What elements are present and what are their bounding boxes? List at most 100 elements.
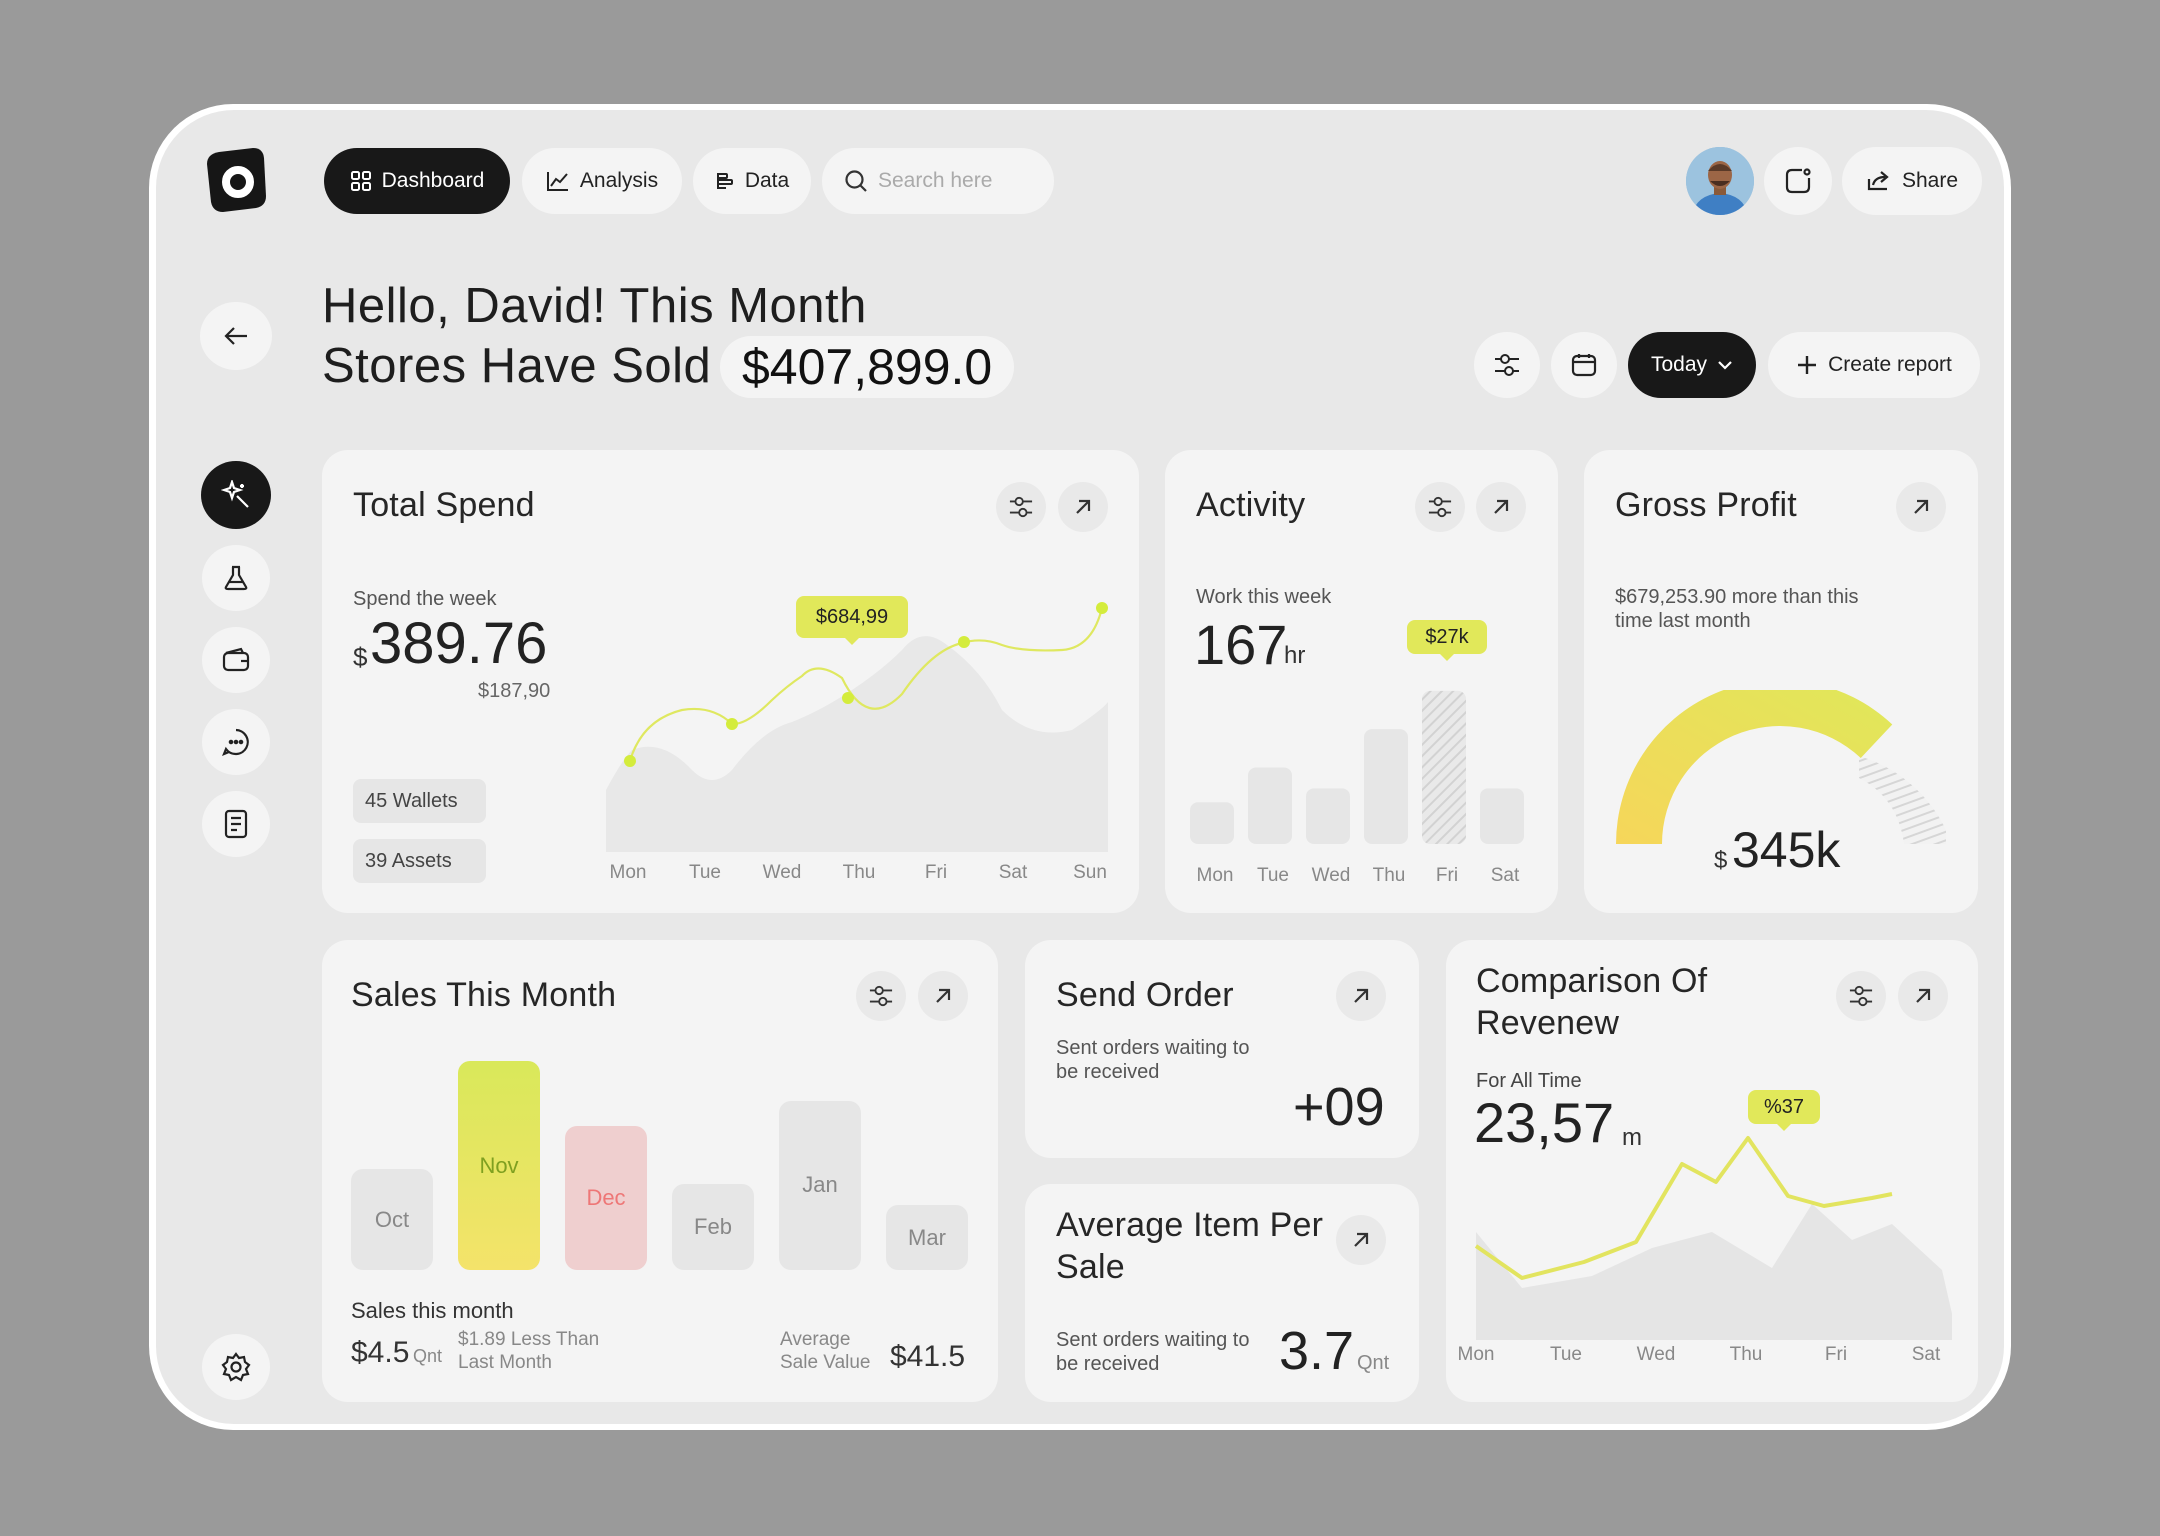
sidebar-item-magic[interactable] xyxy=(201,461,271,529)
arrow-left-icon xyxy=(224,327,247,345)
sales-month-subtitle: Sales this month xyxy=(351,1298,514,1323)
gross-profit-gauge xyxy=(1616,690,1946,844)
greeting-line-2: Stores Have Sold xyxy=(322,339,712,393)
search-icon xyxy=(844,169,868,193)
logo-icon[interactable] xyxy=(205,146,267,214)
comparison-tick-label: Mon xyxy=(1457,1344,1495,1365)
activity-tick-label: Mon xyxy=(1196,865,1234,886)
comparison-title: Comparison Of Revenew xyxy=(1476,962,1708,1042)
send-order-title: Send Order xyxy=(1056,976,1234,1014)
filter-button[interactable] xyxy=(1474,332,1540,398)
activity-subtitle: Work this week xyxy=(1196,586,1332,608)
activity-tick-label: Fri xyxy=(1435,865,1459,886)
gross-profit-expand-button[interactable] xyxy=(1896,482,1946,532)
total-spend-amount: 389.76 xyxy=(370,611,548,676)
avatar[interactable] xyxy=(1686,147,1754,215)
activity-value: 167 xyxy=(1194,613,1288,676)
activity-tick-label: Wed xyxy=(1311,865,1351,886)
sidebar-item-wallet[interactable] xyxy=(202,627,270,693)
activity-card: Activity Work this week 167 hr $27k Mon T… xyxy=(1165,450,1558,913)
total-spend-subtitle: Spend the week xyxy=(353,588,497,610)
sales-bar-label: Feb xyxy=(694,1213,732,1239)
note-icon xyxy=(1785,168,1811,194)
total-spend-tick-label: Tue xyxy=(688,862,722,883)
comparison-subtitle: For All Time xyxy=(1476,1070,1582,1092)
date-range-select[interactable]: Today xyxy=(1628,332,1756,398)
activity-tick-label: Sat xyxy=(1490,865,1520,886)
activity-bar xyxy=(1248,767,1292,844)
sales-month-amount-unit: Qnt xyxy=(413,1346,443,1366)
nav-dashboard-label: Dashboard xyxy=(381,169,485,192)
total-spend-point xyxy=(624,755,636,767)
calendar-button[interactable] xyxy=(1551,332,1617,398)
wallets-badge: 45 Wallets xyxy=(353,779,486,823)
comparison-area xyxy=(1476,1204,1952,1340)
sidebar-item-document[interactable] xyxy=(202,791,270,857)
activity-tick-label: Tue xyxy=(1256,865,1290,886)
notes-button[interactable] xyxy=(1764,147,1832,215)
activity-unit: hr xyxy=(1284,642,1306,669)
total-spend-tick-label: Mon xyxy=(609,862,647,883)
activity-bar xyxy=(1364,729,1408,844)
sliders-icon xyxy=(869,985,893,1007)
nav-data[interactable]: Data xyxy=(693,148,811,214)
sales-month-expand-button[interactable] xyxy=(918,971,968,1021)
total-spend-tick-label: Fri xyxy=(924,862,948,883)
comparison-filter-button[interactable] xyxy=(1836,971,1886,1021)
sales-month-avg-value: $41.5 xyxy=(890,1340,966,1373)
sales-month-avg-label: Average Sale Value xyxy=(780,1329,871,1373)
greeting-line-1: Hello, David! This Month xyxy=(322,279,867,333)
share-button[interactable]: Share xyxy=(1842,147,1982,215)
sales-month-filter-button[interactable] xyxy=(856,971,906,1021)
comparison-chart xyxy=(1474,1136,1952,1340)
send-order-expand-button[interactable] xyxy=(1336,971,1386,1021)
assets-badge: 39 Assets xyxy=(353,839,486,883)
nav-analysis[interactable]: Analysis xyxy=(522,148,682,214)
total-spend-tick-label: Thu xyxy=(842,862,876,883)
comparison-expand-button[interactable] xyxy=(1898,971,1948,1021)
grid-icon xyxy=(350,170,372,192)
arrow-up-right-icon xyxy=(1076,499,1091,514)
activity-chart xyxy=(1190,690,1524,844)
magic-wand-icon xyxy=(221,480,249,508)
sliders-icon xyxy=(1428,496,1452,518)
gauge-fill xyxy=(1616,690,1893,844)
wallet-icon xyxy=(222,647,250,672)
avg-item-expand-button[interactable] xyxy=(1336,1215,1386,1265)
sidebar-item-chat[interactable] xyxy=(202,709,270,775)
settings-button[interactable] xyxy=(202,1334,270,1400)
send-order-description: Sent orders waiting to be received xyxy=(1056,1037,1250,1083)
gross-profit-description: $679,253.90 more than this time last mon… xyxy=(1615,586,1859,632)
create-report-button[interactable]: Create report xyxy=(1768,332,1980,398)
gross-profit-currency: $ xyxy=(1714,847,1728,874)
activity-filter-button[interactable] xyxy=(1415,482,1465,532)
create-report-label: Create report xyxy=(1828,353,1952,376)
sliders-icon xyxy=(1495,354,1519,376)
search-input[interactable]: Search here xyxy=(822,148,1054,214)
sales-bar: Jan xyxy=(779,1100,861,1270)
activity-bar xyxy=(1306,788,1350,844)
total-spend-sub-amount: $187,90 xyxy=(478,680,551,702)
send-order-value: +09 xyxy=(1293,1077,1385,1137)
activity-title: Activity xyxy=(1196,486,1306,524)
total-spend-point xyxy=(726,718,738,730)
activity-bar xyxy=(1422,690,1466,844)
activity-expand-button[interactable] xyxy=(1476,482,1526,532)
total-spend-point xyxy=(842,692,854,704)
back-button[interactable] xyxy=(200,302,272,370)
sales-month-title: Sales This Month xyxy=(351,976,617,1014)
sliders-icon xyxy=(1009,496,1033,518)
total-spend-chart xyxy=(606,602,1108,852)
comparison-tooltip: %37 xyxy=(1748,1090,1820,1131)
sales-bar-label: Dec xyxy=(586,1185,626,1210)
total-spend-filter-button[interactable] xyxy=(996,482,1046,532)
avg-item-unit: Qnt xyxy=(1357,1352,1390,1374)
sales-bar-label: Jan xyxy=(802,1172,838,1198)
total-spend-expand-button[interactable] xyxy=(1058,482,1108,532)
nav-dashboard[interactable]: Dashboard xyxy=(324,148,510,214)
search-placeholder: Search here xyxy=(878,169,993,192)
sales-bar-label: Nov xyxy=(479,1152,519,1178)
send-order-card: Send Order Sent orders waiting to be rec… xyxy=(1025,940,1419,1158)
sidebar-item-lab[interactable] xyxy=(202,545,270,611)
gross-profit-card: Gross Profit $679,253.90 more than this … xyxy=(1584,450,1978,913)
